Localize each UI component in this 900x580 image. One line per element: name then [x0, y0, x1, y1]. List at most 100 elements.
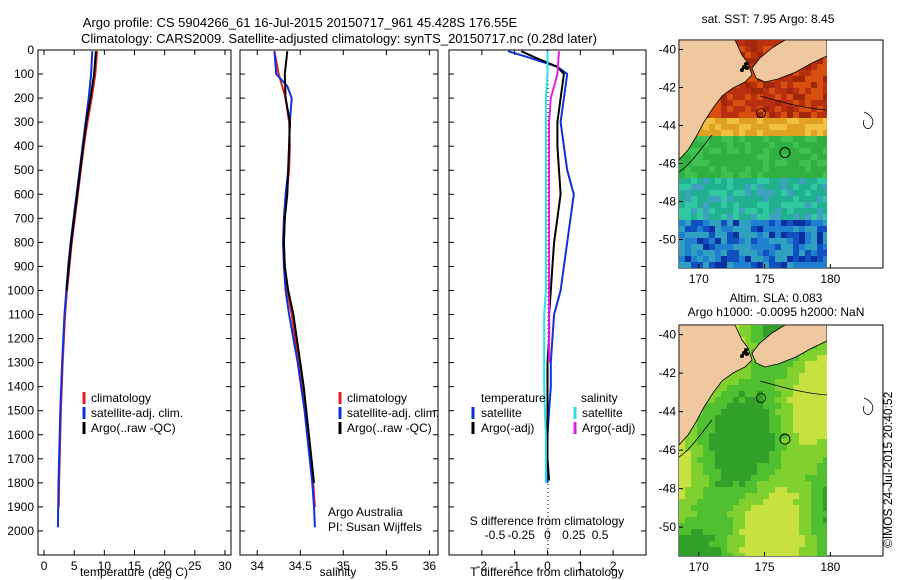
heatmap-cell — [727, 421, 733, 427]
heatmap-cell — [817, 445, 823, 451]
heatmap-cell — [769, 136, 775, 142]
heatmap-cell — [763, 142, 769, 148]
heatmap-cell — [805, 499, 811, 505]
heatmap-cell — [721, 421, 727, 427]
heatmap-cell — [751, 427, 757, 433]
heatmap-cell — [799, 202, 805, 208]
heatmap-cell — [751, 439, 757, 445]
heatmap-cell — [709, 112, 715, 118]
heatmap-cell — [709, 415, 715, 421]
heatmap-cell — [781, 202, 787, 208]
heatmap-cell — [721, 433, 727, 439]
heatmap-cell — [697, 262, 703, 268]
heatmap-cell — [823, 64, 827, 70]
heatmap-cell — [805, 451, 811, 457]
heatmap-cell — [703, 124, 709, 130]
heatmap-cell — [691, 529, 697, 535]
heatmap-cell — [805, 136, 811, 142]
heatmap-cell — [709, 517, 715, 523]
heatmap-cell — [775, 445, 781, 451]
heatmap-cell — [787, 553, 793, 556]
heatmap-cell — [757, 52, 763, 58]
heatmap-cell — [757, 547, 763, 553]
heatmap-cell — [709, 202, 715, 208]
heatmap-cell — [811, 373, 817, 379]
heatmap-cell — [757, 415, 763, 421]
heatmap-cell — [781, 457, 787, 463]
heatmap-cell — [817, 463, 823, 469]
heatmap-cell — [715, 541, 721, 547]
heatmap-cell — [811, 493, 817, 499]
series-line-1 — [507, 50, 575, 483]
heatmap-cell — [823, 202, 827, 208]
heatmap-cell — [763, 118, 769, 124]
legend-argo-label: Argo(..raw -QC) — [91, 421, 176, 435]
track-point — [745, 66, 749, 70]
heatmap-cell — [721, 262, 727, 268]
heatmap-cell — [691, 142, 697, 148]
heatmap-cell — [721, 184, 727, 190]
heatmap-cell — [745, 517, 751, 523]
heatmap-cell — [697, 250, 703, 256]
heatmap-cell — [787, 427, 793, 433]
heatmap-cell — [817, 238, 823, 244]
heatmap-cell — [715, 130, 721, 136]
imos-watermark: ©IMOS 24-Jul-2015 20:40:52 — [881, 391, 895, 548]
heatmap-cell — [745, 541, 751, 547]
heatmap-cell — [787, 397, 793, 403]
heatmap-cell — [715, 220, 721, 226]
heatmap-cell — [697, 445, 703, 451]
heatmap-cell — [823, 385, 827, 391]
heatmap-cell — [697, 208, 703, 214]
difference-series — [507, 50, 575, 483]
heatmap-cell — [697, 148, 703, 154]
heatmap-cell — [709, 160, 715, 166]
heatmap-cell — [769, 529, 775, 535]
heatmap-cell — [745, 391, 751, 397]
heatmap-cell — [751, 475, 757, 481]
heatmap-cell — [679, 469, 685, 475]
heatmap-cell — [805, 433, 811, 439]
heatmap-cell — [805, 391, 811, 397]
heatmap-cell — [769, 553, 775, 556]
heatmap-cell — [799, 463, 805, 469]
heatmap-cell — [781, 391, 787, 397]
heatmap-cell — [823, 226, 827, 232]
heatmap-cell — [727, 220, 733, 226]
heatmap-cell — [739, 481, 745, 487]
heatmap-cell — [805, 421, 811, 427]
heatmap-cell — [685, 196, 691, 202]
heatmap-cell — [751, 331, 757, 337]
heatmap-cell — [739, 367, 745, 373]
heatmap-cell — [757, 160, 763, 166]
heatmap-cell — [793, 355, 799, 361]
heatmap-cell — [739, 106, 745, 112]
series-line-3 — [543, 51, 549, 483]
heatmap-cell — [757, 541, 763, 547]
heatmap-cell — [811, 433, 817, 439]
heatmap-cell — [775, 202, 781, 208]
heatmap-cell — [799, 427, 805, 433]
heatmap-cell — [685, 541, 691, 547]
heatmap-cell — [775, 415, 781, 421]
heatmap-cell — [715, 172, 721, 178]
heatmap-cell — [709, 232, 715, 238]
heatmap-cell — [805, 178, 811, 184]
heatmap-cell — [781, 220, 787, 226]
heatmap-cell — [739, 463, 745, 469]
heatmap-cell — [703, 475, 709, 481]
heatmap-cell — [799, 433, 805, 439]
heatmap-cell — [781, 511, 787, 517]
heatmap-cell — [709, 130, 715, 136]
heatmap-cell — [769, 250, 775, 256]
heatmap-cell — [745, 499, 751, 505]
heatmap-cell — [805, 94, 811, 100]
heatmap-cell — [739, 433, 745, 439]
heatmap-cell — [823, 457, 827, 463]
heatmap-cell — [733, 403, 739, 409]
heatmap-cell — [775, 481, 781, 487]
heatmap-cell — [799, 244, 805, 250]
heatmap-cell — [781, 238, 787, 244]
sla-argo-track — [740, 348, 749, 358]
